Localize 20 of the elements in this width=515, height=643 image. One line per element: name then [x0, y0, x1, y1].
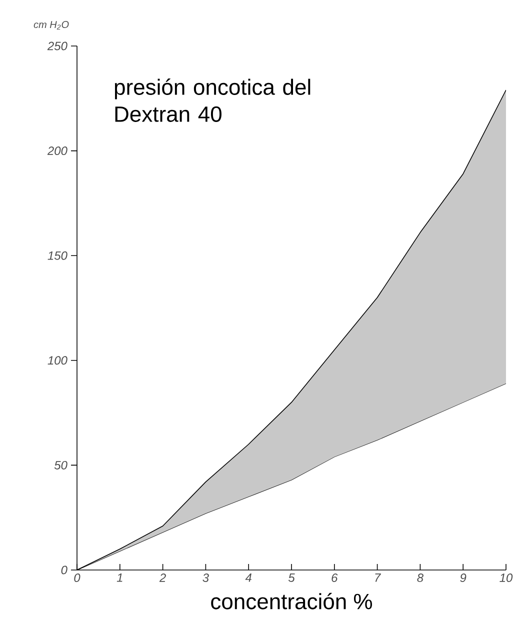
- text: presión oncotica del Dextran 40: [114, 78, 310, 122]
- x-axis-title: concentración %: [211, 592, 372, 610]
- y-tick-label: 100: [48, 356, 68, 365]
- y-tick-label: 200: [47, 146, 68, 156]
- x-tick-label: 1: [116, 574, 122, 582]
- x-tick-label: 10: [500, 574, 513, 582]
- y-tick-label: 50: [54, 460, 68, 470]
- x-tick-label: 6: [332, 574, 338, 582]
- x-tick-label: 0: [74, 574, 80, 582]
- x-tick-label: 5: [288, 574, 295, 582]
- x-tick-label: 7: [375, 574, 382, 582]
- x-tick-label: 4: [245, 574, 252, 582]
- x-tick-label: 8: [417, 574, 424, 582]
- y-tick-label: 150: [48, 251, 68, 260]
- y-tick-label: 250: [47, 42, 68, 50]
- x-tick-label: 9: [460, 574, 466, 582]
- y-tick-label: 0: [61, 566, 68, 574]
- x-tick-label: 2: [159, 574, 166, 582]
- x-tick-label: 3: [202, 574, 209, 582]
- y-axis-title: cm H$_{2}$O: [34, 20, 69, 30]
